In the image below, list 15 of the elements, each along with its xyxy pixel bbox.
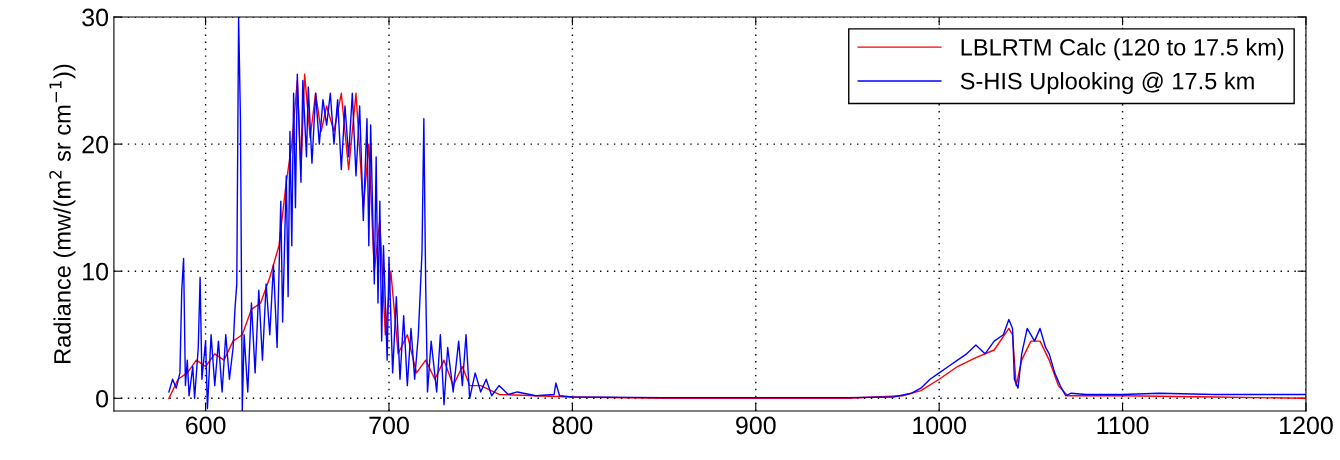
x-tick-label: 900 <box>736 416 776 435</box>
x-tick-label: 1200 <box>1280 416 1333 435</box>
y-tick-label: 30 <box>82 8 109 27</box>
x-tick-label: 600 <box>186 416 226 435</box>
y-axis-title: Radiance (mw/(m$^{2}$ sr cm$^{−1}$)) <box>49 64 76 363</box>
y-tick-label: 20 <box>82 135 109 154</box>
x-tick-label: 1000 <box>913 416 967 435</box>
legend-label: S-HIS Uplooking @ 17.5 km <box>960 72 1254 95</box>
y-tick-label: 0 <box>96 389 109 408</box>
x-tick-label: 1100 <box>1097 416 1149 435</box>
x-tick-label: 800 <box>552 416 593 435</box>
x-tick-label: 700 <box>369 416 409 435</box>
y-tick-label: 10 <box>83 262 109 281</box>
line-series <box>168 17 1306 412</box>
legend-label: LBLRTM Calc (120 to 17.5 km) <box>961 38 1284 61</box>
